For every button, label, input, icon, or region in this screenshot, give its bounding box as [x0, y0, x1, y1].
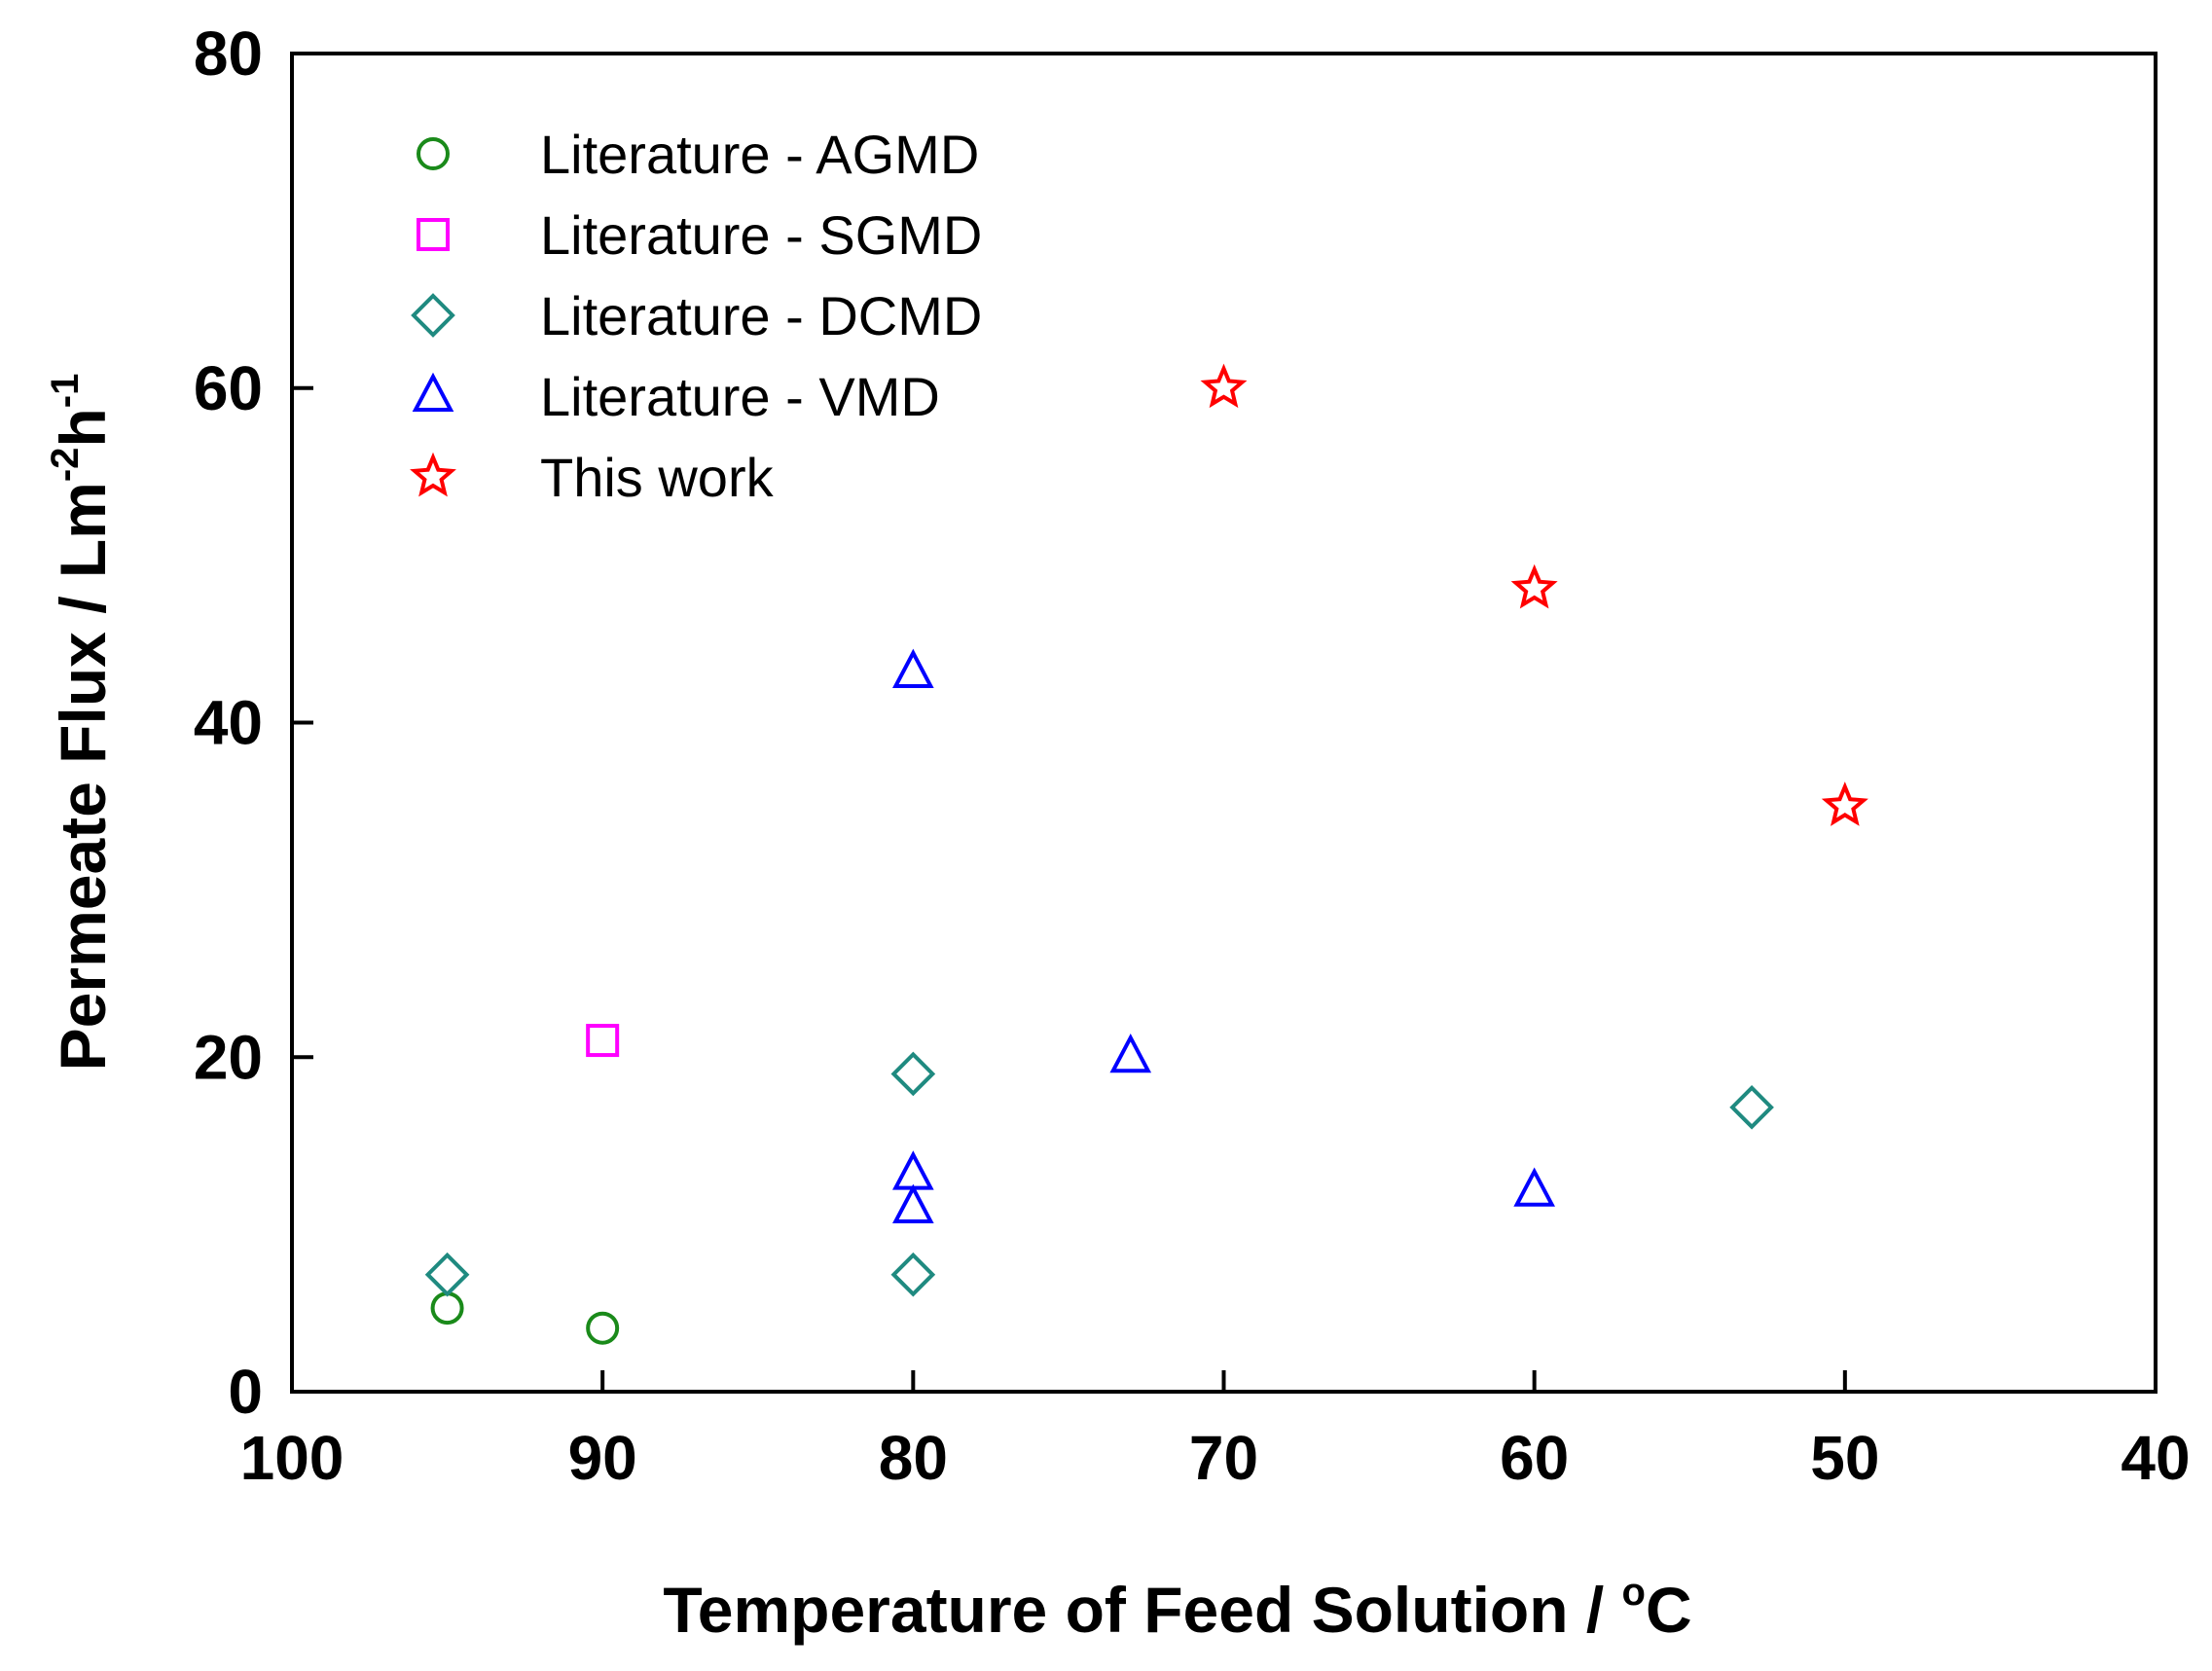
- x-tick-label: 70: [1189, 1423, 1258, 1493]
- legend-marker-circle: [417, 137, 450, 170]
- x-tick-label: 60: [1500, 1423, 1569, 1493]
- data-point-star: [1200, 363, 1248, 409]
- data-point-diamond: [424, 1252, 470, 1297]
- legend-marker-square: [417, 218, 450, 251]
- y-tick-label: 60: [194, 353, 263, 423]
- data-point-star: [1510, 563, 1558, 609]
- data-point-triangle: [892, 648, 934, 688]
- data-point-triangle: [1513, 1167, 1555, 1207]
- x-tick-label: 80: [879, 1423, 948, 1493]
- axis-ticks: [290, 52, 2158, 1394]
- legend-marker-triangle: [412, 372, 454, 412]
- legend-marker-diamond: [411, 293, 455, 338]
- legend-entry-label: This work: [540, 447, 775, 508]
- y-axis-title: Permeate Flux / Lm-2h-1: [44, 374, 119, 1072]
- legend-entry-label: Literature - SGMD: [540, 204, 982, 266]
- data-point-circle: [430, 1291, 464, 1326]
- data-point-circle: [586, 1311, 620, 1345]
- data-point-diamond: [890, 1051, 936, 1097]
- data-point-square: [586, 1024, 620, 1058]
- data-point-triangle: [1109, 1033, 1152, 1073]
- data-point-diamond: [890, 1252, 936, 1297]
- legend-entry-label: Literature - DCMD: [540, 285, 982, 346]
- legend-marker-star: [410, 452, 456, 497]
- x-tick-label: 40: [2121, 1423, 2190, 1493]
- legend: Literature - AGMD Literature - SGMD Litera…: [410, 124, 982, 508]
- x-axis-title: Temperature of Feed Solution / oC: [663, 1571, 1691, 1646]
- y-tick-label: 80: [194, 18, 263, 89]
- data-point-star: [1821, 781, 1868, 826]
- y-tick-label: 0: [228, 1357, 263, 1427]
- x-tick-label: 100: [240, 1423, 344, 1493]
- legend-entry-label: Literature - AGMD: [540, 124, 979, 185]
- x-tick-label: 50: [1810, 1423, 1879, 1493]
- x-tick-label: 90: [568, 1423, 637, 1493]
- y-tick-label: 20: [194, 1022, 263, 1092]
- data-point-triangle: [892, 1183, 934, 1223]
- y-tick-label: 40: [194, 688, 263, 758]
- data-point-triangle: [892, 1150, 934, 1190]
- legend-entry-label: Literature - VMD: [540, 366, 940, 427]
- data-point-diamond: [1729, 1084, 1774, 1130]
- axis-tick-labels: 100 90 80 70 60 50 40 0 20 40 60 80: [194, 18, 2191, 1493]
- data-points: [424, 363, 1868, 1345]
